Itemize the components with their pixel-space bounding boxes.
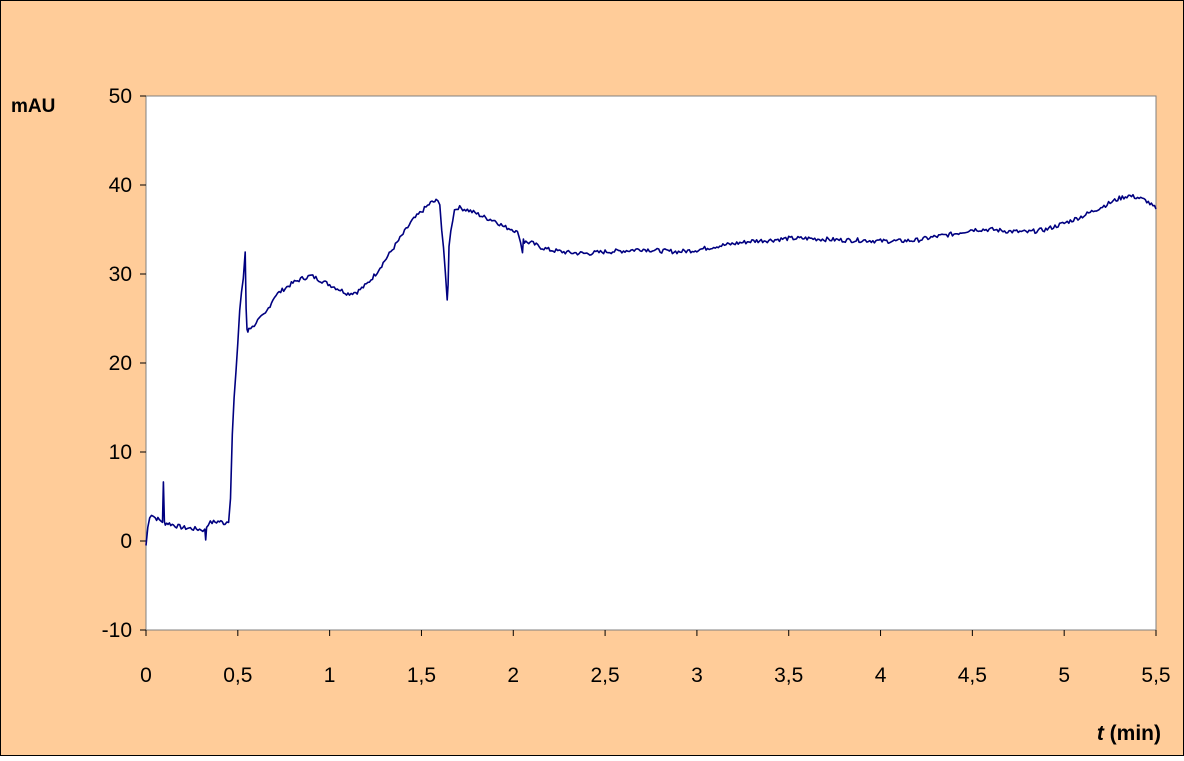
y-tick-label: 20: [109, 352, 132, 375]
x-tick-label: 4,5: [958, 664, 987, 687]
series-layer: [145, 193, 1157, 546]
y-tick-label: 40: [109, 174, 132, 197]
x-tick-label: 5: [1058, 664, 1070, 687]
x-tick-label: 5,5: [1141, 664, 1170, 687]
x-tick-label: 1,5: [407, 664, 436, 687]
x-tick-label: 1: [324, 664, 336, 687]
y-axis-ticks: 50 40 30 20 10 0 -10: [102, 85, 146, 642]
y-tick-label: -10: [102, 619, 132, 642]
x-tick-label: 3,5: [774, 664, 803, 687]
y-tick-label: 10: [109, 441, 132, 464]
x-tick-label: 4: [875, 664, 887, 687]
y-tick-label: 30: [109, 263, 132, 286]
y-tick-label: 50: [109, 85, 132, 108]
x-axis-label-variable: t: [1097, 722, 1105, 745]
x-tick-label: 3: [691, 664, 703, 687]
x-axis-label-unit: (min): [1110, 722, 1161, 745]
x-tick-label: 2: [507, 664, 519, 687]
series-line: [145, 193, 1157, 546]
plot-area: [145, 95, 1157, 631]
x-tick-label: 0,5: [223, 664, 252, 687]
y-axis-label: mAU: [11, 96, 55, 117]
x-axis-label: t (min): [1097, 722, 1161, 745]
x-tick-label: 0: [140, 664, 152, 687]
x-tick-label: 2,5: [590, 664, 619, 687]
y-tick-label: 0: [120, 530, 132, 553]
x-axis-ticks: 0 0,5 1 1,5 2 2,5 3 3,5 4 4,5 5 5,5: [140, 630, 1171, 687]
